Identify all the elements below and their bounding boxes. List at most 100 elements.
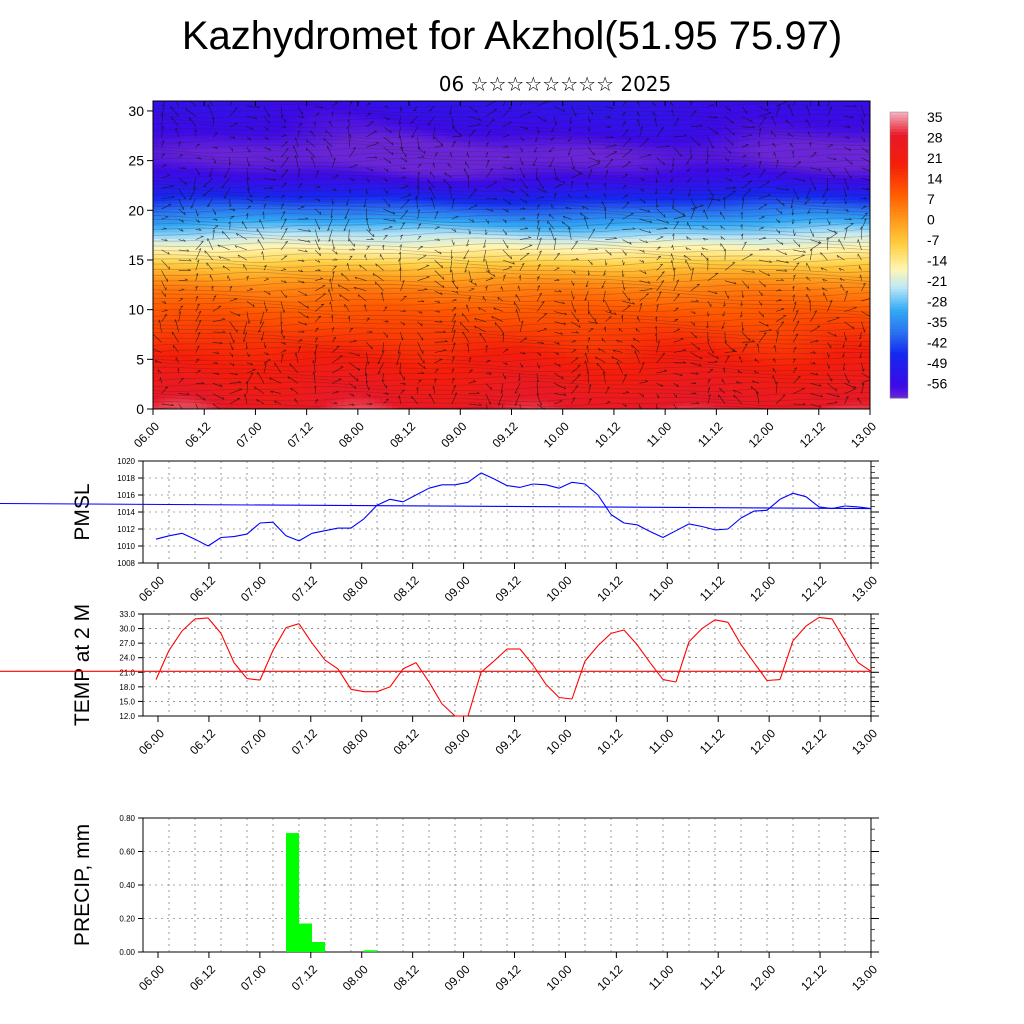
series-segment [571, 481, 586, 485]
y-tick-label: 0.40 [119, 881, 135, 890]
temperature-contours [153, 103, 870, 409]
series-segment [792, 492, 807, 498]
x-tick-label: 13.00 [849, 573, 880, 604]
x-tick-label: 06.12 [187, 726, 218, 757]
series-segment [532, 483, 547, 486]
series-segment [597, 632, 612, 647]
series-segment [181, 618, 196, 632]
series-segment [701, 525, 716, 531]
x-tick-label: 12.00 [747, 962, 778, 993]
series-segment [168, 532, 183, 537]
colorbar-label: -42 [927, 335, 947, 351]
cross-section-y-tick-label: 5 [136, 351, 144, 367]
y-tick-label: 21.0 [119, 668, 135, 677]
colorbar-label: 7 [927, 191, 935, 207]
series-segment [714, 528, 729, 531]
colorbar-label: 0 [927, 212, 935, 228]
x-tick-label: 10.12 [594, 962, 625, 993]
y-tick-label: 30.0 [119, 625, 135, 634]
series-segment [0, 502, 872, 510]
y-tick-label: 1014 [117, 508, 135, 517]
x-tick-label: 10.00 [543, 726, 574, 757]
x-tick-label: 10.00 [543, 573, 574, 604]
cross-section-x-tick-label: 12.00 [746, 419, 777, 450]
y-tick-label: 1010 [117, 542, 135, 551]
x-tick-label: 06.00 [136, 962, 167, 993]
series-segment [558, 696, 573, 700]
series-segment [636, 524, 651, 532]
series-segment [597, 494, 612, 515]
series-segment [259, 521, 274, 524]
series-segment [350, 688, 365, 693]
series-segment [454, 481, 469, 486]
series-segment [818, 616, 833, 620]
colorbar-label: -49 [927, 355, 947, 371]
x-tick-label: 12.12 [798, 726, 829, 757]
pmsl-panel: 1008 1010 1012 1014 1016 1018 1020 06.00 06.12 07… [0, 457, 880, 604]
cross-section-x-tick-label: 09.12 [489, 419, 520, 450]
cross-section-x-tick-label: 07.12 [285, 419, 316, 450]
y-tick-label: 0.20 [119, 915, 135, 924]
series-segment [233, 662, 248, 679]
x-tick-label: 10.12 [594, 726, 625, 757]
colorbar-label: 28 [927, 130, 943, 146]
series-segment [766, 679, 781, 682]
series-segment [844, 505, 859, 508]
y-tick-label: 1008 [117, 559, 135, 568]
colorbar-label: -35 [927, 314, 947, 330]
x-tick-label: 07.12 [289, 726, 320, 757]
x-tick-label: 06.12 [187, 962, 218, 993]
series-segment [389, 668, 404, 688]
series-segment [285, 623, 300, 629]
series-segment [662, 679, 677, 683]
series-segment [441, 703, 456, 717]
series-segment [428, 681, 443, 705]
x-tick-label: 11.12 [697, 573, 728, 604]
x-tick-label: 12.12 [798, 573, 829, 604]
series-segment [259, 650, 274, 681]
wind-vectors [153, 101, 870, 409]
colorbar-label: -56 [927, 376, 947, 392]
series-segment [675, 641, 690, 683]
y-tick-label: 0.80 [119, 814, 135, 823]
series-segment [519, 483, 534, 488]
x-tick-label: 07.12 [289, 962, 320, 993]
series-segment [207, 617, 222, 634]
series-segment [805, 616, 820, 627]
y-tick-label: 15.0 [119, 697, 135, 706]
series-segment [480, 660, 495, 673]
y-axis-title: PMSL [71, 483, 94, 540]
series-segment [311, 642, 326, 661]
x-tick-label: 07.00 [238, 573, 269, 604]
x-tick-label: 08.00 [340, 573, 371, 604]
cross-section-x-tick-label: 08.00 [336, 419, 367, 450]
cross-section-x-tick-label: 08.12 [387, 419, 418, 450]
series-segment [740, 510, 755, 519]
x-tick-label: 07.00 [238, 726, 269, 757]
series-segment [610, 629, 625, 634]
x-tick-label: 09.00 [442, 962, 473, 993]
cross-section-y-tick-label: 0 [136, 401, 144, 417]
x-tick-label: 12.00 [747, 726, 778, 757]
series-segment [792, 625, 807, 642]
x-tick-label: 11.12 [697, 962, 728, 993]
x-tick-label: 08.12 [391, 962, 422, 993]
series-segment [207, 537, 222, 547]
series-segment [493, 648, 508, 662]
x-tick-label: 09.12 [492, 573, 523, 604]
cross-section-y-tick-label: 25 [128, 153, 144, 169]
x-tick-label: 11.00 [646, 962, 677, 993]
y-tick-label: 0.00 [119, 948, 135, 957]
x-tick-label: 09.00 [442, 573, 473, 604]
series-segment [701, 619, 716, 630]
series-segment [272, 521, 287, 537]
cross-section-x-tick-label: 12.12 [797, 419, 828, 450]
x-tick-label: 12.12 [798, 962, 829, 993]
precip-bar [299, 923, 312, 952]
y-tick-label: 12.0 [119, 712, 135, 721]
cross-section-y-tick-label: 15 [128, 252, 144, 268]
cross-section-x-tick-label: 13.00 [848, 419, 879, 450]
series-segment [181, 532, 196, 540]
series-segment [246, 678, 261, 681]
